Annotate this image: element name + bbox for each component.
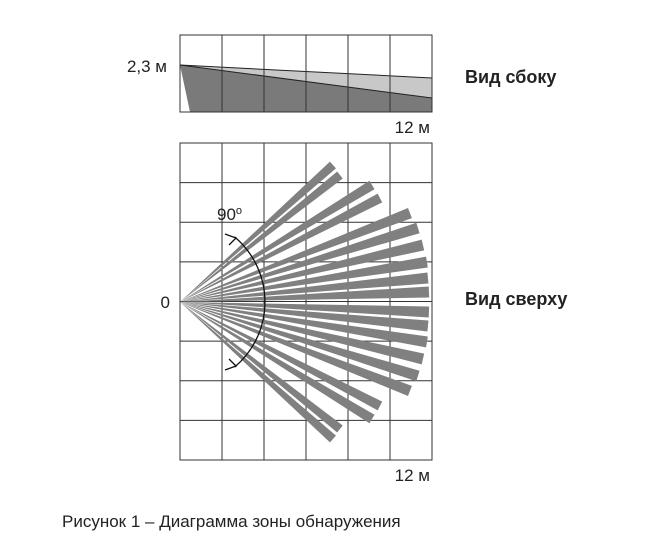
beam bbox=[180, 222, 420, 302]
beam bbox=[180, 207, 412, 302]
beam bbox=[180, 161, 336, 302]
angle-arc bbox=[234, 236, 266, 368]
angle-label: 90о bbox=[217, 205, 242, 224]
beam bbox=[180, 302, 420, 382]
angle-unit: о bbox=[236, 205, 242, 217]
arrow bbox=[224, 233, 238, 246]
side-view: 2,3 м 12 м Вид сбоку bbox=[127, 34, 556, 137]
beam bbox=[180, 302, 430, 318]
angle-value: 90 bbox=[217, 205, 236, 224]
beam bbox=[180, 256, 428, 302]
height-label: 2,3 м bbox=[127, 57, 167, 76]
beam bbox=[180, 302, 428, 348]
beam bbox=[180, 302, 425, 365]
caption: Рисунок 1 – Диаграмма зоны обнаружения bbox=[62, 512, 401, 531]
beam bbox=[180, 302, 412, 397]
side-grid bbox=[179, 34, 433, 113]
beam bbox=[180, 286, 430, 302]
distance-label: 12 м bbox=[395, 466, 430, 485]
beam bbox=[180, 302, 375, 424]
arrow bbox=[224, 358, 238, 371]
beam bbox=[180, 302, 383, 411]
beam bbox=[180, 193, 383, 302]
distance-label: 12 м bbox=[395, 118, 430, 137]
origin-label: 0 bbox=[161, 293, 170, 312]
beam bbox=[180, 272, 429, 302]
beam bbox=[180, 171, 343, 302]
top-view: 90о 0 12 м Вид сверху bbox=[161, 142, 567, 485]
view-title: Вид сбоку bbox=[465, 67, 556, 87]
beam bbox=[180, 239, 425, 302]
beam bbox=[180, 302, 429, 332]
beam bbox=[180, 180, 375, 302]
view-title: Вид сверху bbox=[465, 289, 567, 309]
beam bbox=[180, 302, 336, 443]
beam bbox=[180, 302, 343, 433]
beams bbox=[180, 161, 430, 443]
